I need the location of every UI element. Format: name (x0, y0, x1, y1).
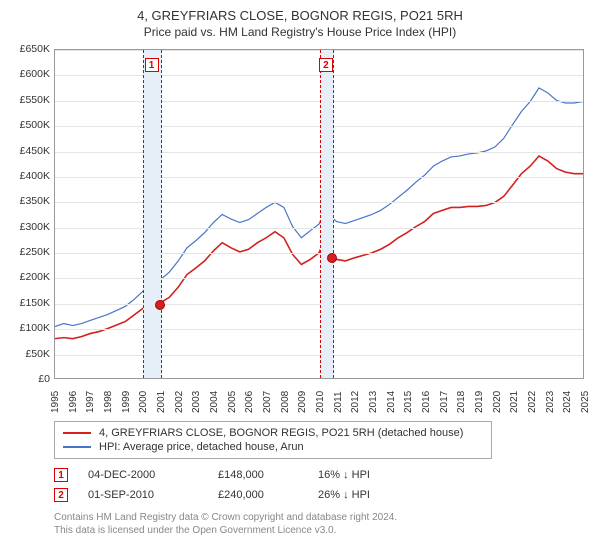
time-band (320, 50, 334, 378)
y-tick-label: £650K (10, 43, 50, 55)
event-delta: 26% ↓ HPI (318, 489, 370, 501)
event-date: 04-DEC-2000 (88, 469, 198, 481)
footer-line: This data is licensed under the Open Gov… (54, 524, 574, 537)
legend: 4, GREYFRIARS CLOSE, BOGNOR REGIS, PO21 … (54, 421, 492, 459)
event-row: 1 04-DEC-2000 £148,000 16% ↓ HPI (54, 465, 590, 485)
legend-item: 4, GREYFRIARS CLOSE, BOGNOR REGIS, PO21 … (63, 426, 483, 440)
y-tick-label: £50K (10, 348, 50, 360)
y-tick-label: £550K (10, 94, 50, 106)
legend-label: 4, GREYFRIARS CLOSE, BOGNOR REGIS, PO21 … (99, 427, 463, 439)
event-date: 01-SEP-2010 (88, 489, 198, 501)
band-marker-1: 1 (145, 58, 159, 72)
y-tick-label: £100K (10, 322, 50, 334)
event-price: £240,000 (218, 489, 298, 501)
plot-area: 12 (54, 49, 584, 379)
legend-item: HPI: Average price, detached house, Arun (63, 440, 483, 454)
chart-area: £0 £50K £100K £150K £200K £250K £300K £350K £400… (10, 45, 590, 415)
y-tick-label: £450K (10, 145, 50, 157)
y-tick-label: £200K (10, 271, 50, 283)
band-marker-2: 2 (319, 58, 333, 72)
event-price: £148,000 (218, 469, 298, 481)
x-tick-label: 2025 (580, 391, 600, 413)
chart-title: 4, GREYFRIARS CLOSE, BOGNOR REGIS, PO21 … (10, 8, 590, 23)
y-tick-label: £500K (10, 119, 50, 131)
y-tick-label: £250K (10, 246, 50, 258)
time-band (143, 50, 161, 378)
chart-container: 4, GREYFRIARS CLOSE, BOGNOR REGIS, PO21 … (0, 0, 600, 545)
legend-label: HPI: Average price, detached house, Arun (99, 441, 304, 453)
event-delta: 16% ↓ HPI (318, 469, 370, 481)
chart-subtitle: Price paid vs. HM Land Registry's House … (10, 25, 590, 39)
legend-swatch (63, 432, 91, 434)
series-line (55, 156, 583, 339)
event-marker: 1 (54, 468, 68, 482)
footer-attribution: Contains HM Land Registry data © Crown c… (54, 511, 574, 537)
y-tick-label: £150K (10, 297, 50, 309)
series-line (55, 88, 583, 327)
y-tick-label: £300K (10, 221, 50, 233)
legend-swatch (63, 446, 91, 448)
footer-line: Contains HM Land Registry data © Crown c… (54, 511, 574, 524)
sale-marker-dot (155, 300, 165, 310)
y-tick-label: £400K (10, 170, 50, 182)
event-marker: 2 (54, 488, 68, 502)
y-tick-label: £350K (10, 195, 50, 207)
y-tick-label: £600K (10, 68, 50, 80)
event-row: 2 01-SEP-2010 £240,000 26% ↓ HPI (54, 485, 590, 505)
events-table: 1 04-DEC-2000 £148,000 16% ↓ HPI 2 01-SEP-201… (54, 465, 590, 505)
y-tick-label: £0 (10, 373, 50, 385)
sale-marker-dot (327, 253, 337, 263)
